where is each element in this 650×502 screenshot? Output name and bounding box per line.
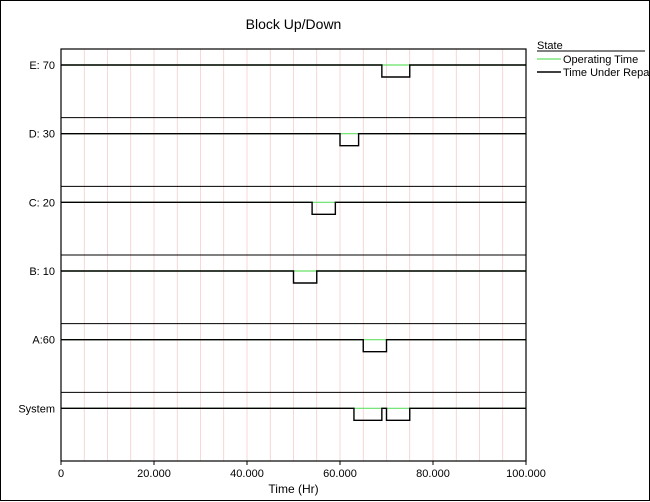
lane-label: D: 30: [29, 129, 55, 141]
x-tick-label: 40.000: [230, 468, 264, 480]
chart-container: Block Up/Down E: 70 D: 30 C: 20 B: 10 A:60 Sys…: [0, 0, 650, 501]
chart-title: Block Up/Down: [246, 16, 342, 32]
lane-label: A:60: [32, 335, 55, 347]
lane-label: B: 10: [29, 266, 55, 278]
x-tick-label: 0: [58, 468, 64, 480]
legend-item-label: Time Under Repair: [563, 67, 650, 79]
legend-title: State: [537, 40, 563, 52]
legend-item-label: Operating Time: [563, 54, 638, 66]
lane-label: E: 70: [29, 60, 55, 72]
x-tick-label: 100.000: [506, 468, 546, 480]
x-tick-label: 60.000: [323, 468, 357, 480]
lane-label: C: 20: [29, 197, 55, 209]
chart-svg: Block Up/Down E: 70 D: 30 C: 20 B: 10 A:60 Sys…: [1, 1, 650, 502]
x-axis-label: Time (Hr): [268, 482, 318, 496]
x-tick-label: 80.000: [416, 468, 450, 480]
x-tick-label: 20.000: [137, 468, 171, 480]
lane-label: System: [18, 403, 55, 415]
